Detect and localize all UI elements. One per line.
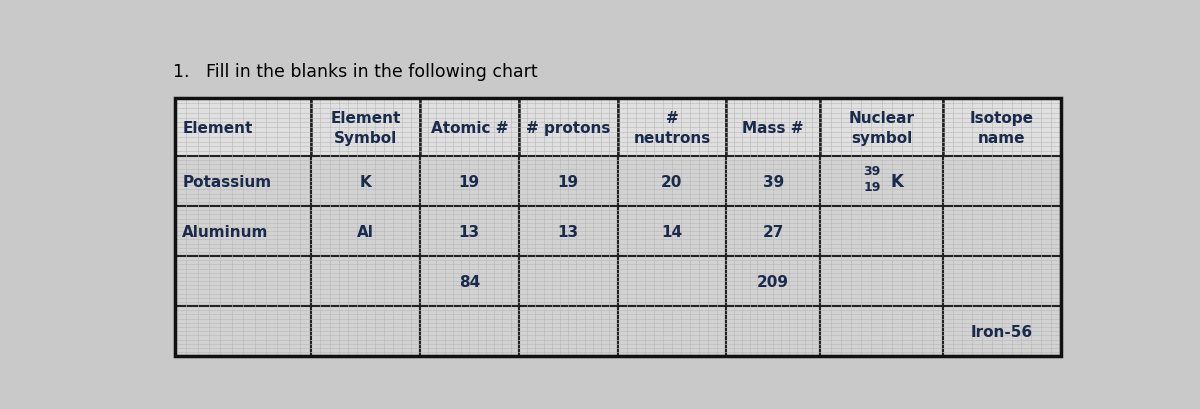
Bar — [518, 99, 618, 157]
Text: 13: 13 — [558, 224, 578, 239]
Bar — [420, 99, 518, 157]
Text: # protons: # protons — [526, 120, 611, 135]
Bar — [312, 99, 420, 157]
Text: Aluminum: Aluminum — [182, 224, 269, 239]
Bar — [821, 306, 943, 356]
Text: Atomic #: Atomic # — [431, 120, 508, 135]
Bar — [312, 306, 420, 356]
Bar — [618, 306, 726, 356]
Bar — [726, 157, 821, 207]
Bar — [943, 99, 1061, 157]
Text: Element: Element — [182, 120, 253, 135]
Text: 84: 84 — [458, 274, 480, 289]
Bar — [175, 157, 312, 207]
Bar — [175, 99, 1061, 356]
Bar — [618, 99, 726, 157]
Bar — [726, 207, 821, 256]
Bar — [726, 306, 821, 356]
Text: 39: 39 — [863, 164, 881, 177]
Bar — [312, 207, 420, 256]
Text: Potassium: Potassium — [182, 174, 271, 189]
Text: 209: 209 — [757, 274, 790, 289]
Bar — [943, 256, 1061, 306]
Text: #
neutrons: # neutrons — [634, 110, 710, 145]
Bar — [726, 99, 821, 157]
Text: K: K — [360, 174, 372, 189]
Bar — [420, 157, 518, 207]
Bar — [726, 256, 821, 306]
Text: 19: 19 — [458, 174, 480, 189]
Text: 20: 20 — [661, 174, 683, 189]
Text: Mass #: Mass # — [743, 120, 804, 135]
Bar — [821, 99, 943, 157]
Text: 39: 39 — [762, 174, 784, 189]
Bar — [618, 256, 726, 306]
Bar — [943, 306, 1061, 356]
Text: Isotope
name: Isotope name — [970, 110, 1033, 145]
Text: 13: 13 — [458, 224, 480, 239]
Bar — [175, 99, 312, 157]
Bar — [943, 207, 1061, 256]
Bar — [518, 207, 618, 256]
Bar — [420, 306, 518, 356]
Bar — [175, 207, 312, 256]
Text: Iron-56: Iron-56 — [971, 324, 1033, 339]
Text: 14: 14 — [661, 224, 683, 239]
Text: 19: 19 — [863, 181, 881, 193]
Bar — [175, 256, 312, 306]
Bar — [821, 207, 943, 256]
Bar — [312, 157, 420, 207]
Text: 27: 27 — [762, 224, 784, 239]
Bar — [312, 256, 420, 306]
Text: 1.   Fill in the blanks in the following chart: 1. Fill in the blanks in the following c… — [173, 63, 538, 81]
Bar — [821, 256, 943, 306]
Bar — [518, 256, 618, 306]
Text: Nuclear
symbol: Nuclear symbol — [848, 110, 914, 145]
Text: 19: 19 — [558, 174, 578, 189]
Text: Al: Al — [358, 224, 374, 239]
Bar — [943, 157, 1061, 207]
Text: Element
Symbol: Element Symbol — [330, 110, 401, 145]
Bar — [518, 157, 618, 207]
Bar — [420, 207, 518, 256]
Text: K: K — [890, 173, 904, 191]
Bar — [821, 157, 943, 207]
Bar — [175, 306, 312, 356]
Bar — [518, 306, 618, 356]
Bar — [618, 207, 726, 256]
Bar — [618, 157, 726, 207]
Bar — [420, 256, 518, 306]
